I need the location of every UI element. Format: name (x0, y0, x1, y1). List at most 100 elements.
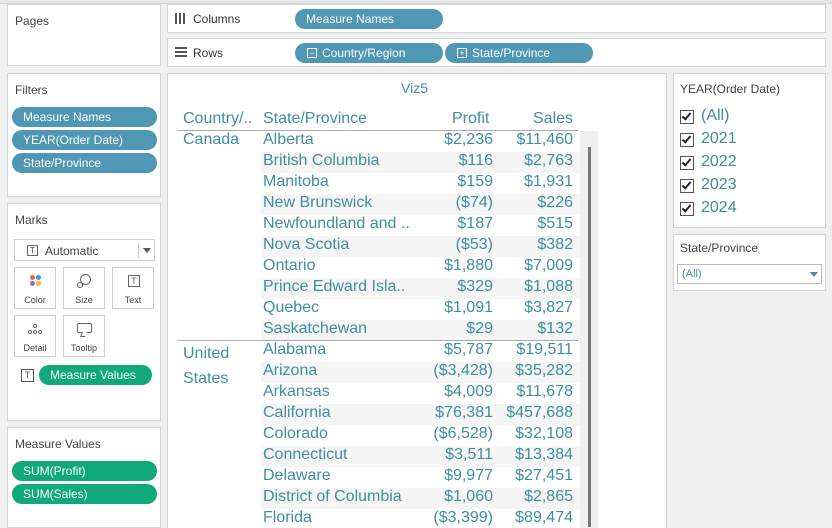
marks-pill-measure-values[interactable]: Measure Values (39, 365, 152, 385)
profit-cell[interactable]: ($3,399) (433, 509, 493, 526)
vertical-scrollbar[interactable] (580, 131, 598, 528)
filters-card[interactable]: Filters Measure Names YEAR(Order Date) S… (7, 73, 161, 197)
profit-cell[interactable]: ($6,528) (433, 425, 493, 442)
year-option-label: 2022 (701, 153, 737, 170)
state-cell[interactable]: Alberta (263, 131, 314, 148)
rows-pill-state-province[interactable]: + State/Province (445, 43, 593, 63)
profit-cell[interactable]: $159 (457, 173, 493, 190)
state-cell[interactable]: British Columbia (263, 152, 380, 169)
state-cell[interactable]: Newfoundland and .. (263, 215, 410, 232)
sales-cell[interactable]: $89,474 (515, 509, 573, 526)
collapse-icon[interactable]: − (307, 48, 317, 58)
filter-pill-year-order-date[interactable]: YEAR(Order Date) (12, 130, 157, 150)
checkbox[interactable] (680, 110, 694, 124)
sales-cell[interactable]: $132 (537, 320, 573, 337)
checkbox[interactable] (680, 133, 694, 147)
expand-icon[interactable]: + (457, 48, 467, 58)
profit-cell[interactable]: $1,091 (444, 299, 493, 316)
state-cell[interactable]: Ontario (263, 257, 316, 274)
profit-cell[interactable]: $187 (457, 215, 493, 232)
state-cell[interactable]: Manitoba (263, 173, 329, 190)
country-canada[interactable]: Canada (183, 131, 240, 148)
profit-cell[interactable]: $9,977 (444, 467, 493, 484)
sales-cell[interactable]: $226 (537, 194, 573, 211)
measure-pill-sum-sales[interactable]: SUM(Sales) (12, 484, 157, 504)
state-cell[interactable]: New Brunswick (263, 194, 373, 211)
checkbox[interactable] (680, 156, 694, 170)
rows-shelf[interactable]: Rows − Country/Region + State/Province (167, 38, 826, 67)
color-button[interactable]: Color (14, 267, 56, 309)
sales-cell[interactable]: $27,451 (515, 467, 573, 484)
sales-cell[interactable]: $457,688 (506, 404, 573, 421)
sales-cell[interactable]: $515 (537, 215, 573, 232)
columns-shelf[interactable]: Columns Measure Names (167, 4, 826, 33)
header-state[interactable]: State/Province (263, 110, 368, 127)
profit-cell[interactable]: $116 (458, 152, 493, 169)
detail-button[interactable]: Detail (14, 315, 56, 357)
columns-pill-measure-names[interactable]: Measure Names (295, 9, 443, 29)
measure-values-card[interactable]: Measure Values SUM(Profit) SUM(Sales) (7, 427, 161, 528)
sales-cell[interactable]: $19,511 (516, 341, 573, 358)
rows-pill-country-region[interactable]: − Country/Region (295, 43, 443, 63)
profit-cell[interactable]: $5,787 (444, 341, 493, 358)
state-cell[interactable]: Quebec (263, 299, 320, 316)
profit-cell[interactable]: $29 (466, 320, 493, 337)
mark-type-dropdown[interactable]: T Automatic (14, 239, 155, 261)
profit-cell[interactable]: $2,236 (444, 131, 493, 148)
sales-cell[interactable]: $2,763 (524, 152, 573, 169)
state-cell[interactable]: Arizona (263, 362, 318, 379)
sales-cell[interactable]: $13,384 (515, 446, 573, 463)
text-button[interactable]: T Text (112, 267, 154, 309)
marks-card[interactable]: Marks T Automatic Color Size T Text (7, 203, 161, 421)
size-button[interactable]: Size (63, 267, 105, 309)
state-cell[interactable]: Saskatchewan (263, 320, 368, 337)
sales-cell[interactable]: $11,460 (516, 131, 573, 148)
profit-cell[interactable]: $1,060 (444, 488, 493, 505)
profit-cell[interactable]: ($53) (455, 236, 493, 253)
sales-cell[interactable]: $11,678 (516, 383, 573, 400)
sales-cell[interactable]: $382 (537, 236, 573, 253)
state-cell[interactable]: Delaware (263, 467, 331, 484)
filter-pill-state-province[interactable]: State/Province (12, 153, 157, 173)
sales-cell[interactable]: $32,108 (515, 425, 573, 442)
header-country[interactable]: Country/.. (183, 110, 253, 127)
chevron-down-icon[interactable] (810, 272, 818, 277)
profit-cell[interactable]: $3,511 (445, 446, 493, 463)
profit-cell[interactable]: $1,880 (444, 257, 493, 274)
mark-type-value: Automatic (45, 244, 99, 258)
sales-cell[interactable]: $2,865 (524, 488, 573, 505)
sales-cell[interactable]: $1,088 (524, 278, 573, 295)
state-cell[interactable]: Alabama (263, 341, 327, 358)
checkbox[interactable] (680, 202, 694, 216)
state-cell[interactable]: District of Columbia (263, 488, 402, 505)
pages-card[interactable]: Pages (7, 4, 161, 66)
profit-cell[interactable]: $76,381 (435, 404, 493, 421)
country-united-states[interactable]: United States (183, 341, 229, 391)
chevron-down-icon[interactable] (143, 248, 151, 253)
profit-cell[interactable]: ($3,428) (433, 362, 493, 379)
filter-pill-measure-names[interactable]: Measure Names (12, 107, 157, 127)
sales-cell[interactable]: $35,282 (515, 362, 573, 379)
state-cell[interactable]: California (263, 404, 331, 421)
sales-cell[interactable]: $3,827 (524, 299, 573, 316)
state-cell[interactable]: Arkansas (263, 383, 330, 400)
year-filter-card[interactable] (673, 73, 826, 228)
profit-cell[interactable]: ($74) (455, 194, 493, 211)
profit-cell[interactable]: $329 (457, 278, 493, 295)
sales-cell[interactable]: $1,931 (524, 173, 573, 190)
state-filter-dropdown[interactable]: (All) (677, 264, 822, 284)
text-mark-icon: T (27, 245, 38, 256)
header-profit[interactable]: Profit (452, 110, 490, 127)
state-cell[interactable]: Florida (263, 509, 312, 526)
header-sales[interactable]: Sales (533, 110, 574, 127)
profit-cell[interactable]: $4,009 (444, 383, 493, 400)
state-cell[interactable]: Nova Scotia (263, 236, 350, 253)
state-cell[interactable]: Colorado (263, 425, 328, 442)
sales-cell[interactable]: $7,009 (524, 257, 573, 274)
scrollbar-thumb[interactable] (588, 147, 591, 527)
checkbox[interactable] (680, 179, 694, 193)
tooltip-button[interactable]: Tooltip (63, 315, 105, 357)
state-cell[interactable]: Connecticut (263, 446, 348, 463)
measure-pill-sum-profit[interactable]: SUM(Profit) (12, 461, 157, 481)
state-cell[interactable]: Prince Edward Isla.. (263, 278, 406, 295)
